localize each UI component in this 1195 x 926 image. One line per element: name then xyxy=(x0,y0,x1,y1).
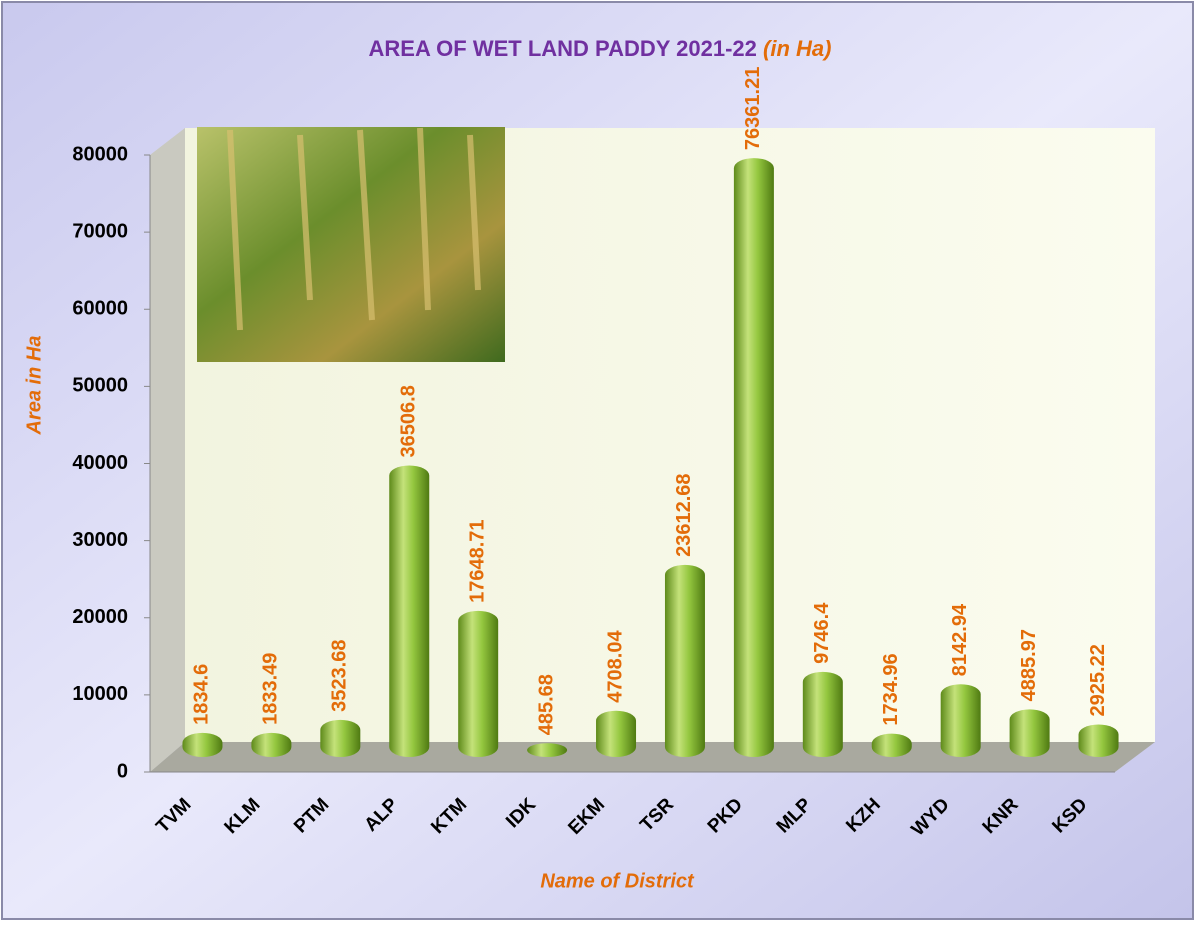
bar xyxy=(389,465,429,757)
data-label: 76361.21 xyxy=(742,67,764,150)
bar xyxy=(458,611,498,757)
bar xyxy=(596,711,636,757)
title: AREA OF WET LAND PADDY 2021-22 (in Ha) xyxy=(369,36,832,61)
y-axis-title: Area in Ha xyxy=(23,336,45,436)
data-label: 2925.22 xyxy=(1087,644,1109,716)
side-wall xyxy=(150,128,185,772)
bar xyxy=(941,684,981,757)
y-tick-label: 50000 xyxy=(72,375,128,397)
data-label: 3523.68 xyxy=(329,640,351,712)
data-label: 1833.49 xyxy=(260,653,282,725)
x-axis-title: Name of District xyxy=(540,870,695,892)
y-tick-label: 20000 xyxy=(72,606,128,628)
y-tick-label: 0 xyxy=(117,760,128,782)
title-text: AREA OF WET LAND PADDY 2021-22 xyxy=(369,36,757,61)
data-label: 8142.94 xyxy=(949,603,971,676)
data-label: 9746.4 xyxy=(811,602,833,664)
data-label: 4885.97 xyxy=(1018,629,1040,701)
bar xyxy=(803,672,843,757)
chart: AREA OF WET LAND PADDY 2021-22 (in Ha) A… xyxy=(0,0,1195,921)
y-tick-label: 40000 xyxy=(72,452,128,474)
data-label: 1834.6 xyxy=(191,664,213,725)
data-label: 1734.96 xyxy=(880,653,902,725)
bar xyxy=(734,158,774,757)
data-label: 4708.04 xyxy=(604,630,626,703)
floor xyxy=(150,742,1155,772)
bar xyxy=(251,733,291,757)
y-tick-label: 10000 xyxy=(72,683,128,705)
y-tick-label: 60000 xyxy=(72,298,128,320)
bar xyxy=(872,734,912,757)
y-tick-label: 30000 xyxy=(72,529,128,551)
y-tick-label: 80000 xyxy=(72,143,128,165)
bar xyxy=(320,720,360,757)
bar xyxy=(1079,724,1119,757)
data-label: 23612.68 xyxy=(673,473,695,556)
title-unit: (in Ha) xyxy=(763,36,831,61)
bar xyxy=(1010,709,1050,757)
data-label: 17648.71 xyxy=(466,519,488,602)
y-tick-label: 70000 xyxy=(72,220,128,242)
bar xyxy=(182,733,222,757)
bar xyxy=(665,565,705,757)
data-label: 36506.8 xyxy=(398,385,420,457)
bar xyxy=(527,743,567,757)
data-label: 485.68 xyxy=(535,674,557,735)
rice-photo xyxy=(197,127,505,362)
page: AREA OF WET LAND PADDY 2021-22 (in Ha) A… xyxy=(0,0,1195,921)
